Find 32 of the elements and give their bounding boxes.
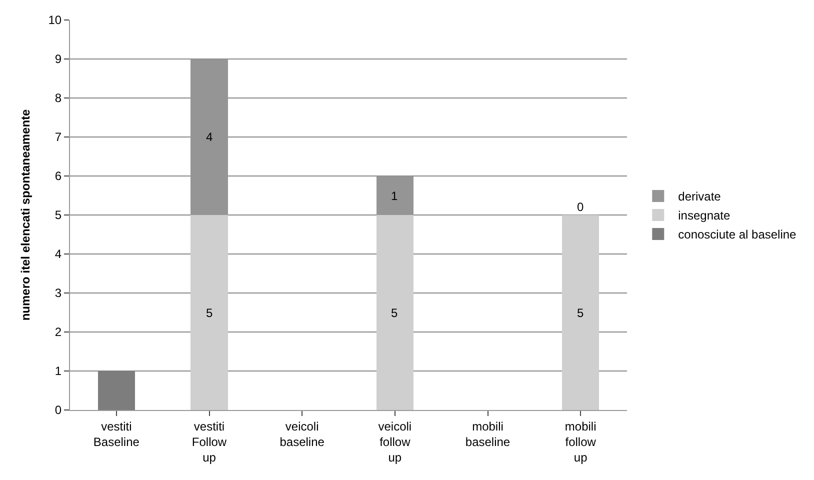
x-tick-label: mobili follow up bbox=[564, 419, 596, 465]
data-label: 5 bbox=[206, 306, 213, 320]
bar bbox=[376, 215, 414, 410]
x-tick-label: veicoli follow up bbox=[378, 419, 412, 465]
y-tick-label: 6 bbox=[54, 169, 62, 184]
bar bbox=[376, 176, 414, 215]
data-label: 5 bbox=[577, 306, 584, 320]
y-tick-label: 7 bbox=[54, 130, 62, 144]
y-tick-label: 2 bbox=[54, 325, 62, 340]
data-label: 5 bbox=[391, 306, 398, 320]
bar bbox=[562, 215, 600, 410]
y-axis-title: numero itel elencati spontaneamente bbox=[18, 108, 33, 321]
x-tick-label: vestiti Follow up bbox=[192, 419, 227, 465]
bar bbox=[190, 59, 228, 215]
legend-label: conosciute al baseline bbox=[678, 228, 797, 242]
y-tick-label: 3 bbox=[54, 286, 62, 300]
data-label: 1 bbox=[391, 189, 398, 203]
y-tick-label: 4 bbox=[54, 247, 62, 262]
bar bbox=[190, 215, 228, 410]
x-tick-label: mobili baseline bbox=[465, 419, 510, 449]
data-label: 4 bbox=[206, 130, 213, 144]
y-tick-label: 9 bbox=[54, 52, 62, 66]
y-tick-label: 5 bbox=[54, 208, 62, 222]
x-tick-label: veicoli baseline bbox=[280, 419, 325, 449]
y-tick-label: 0 bbox=[54, 403, 62, 418]
legend-label: derivate bbox=[678, 190, 722, 204]
y-tick-label: 8 bbox=[54, 91, 62, 106]
x-tick-label: vestiti Baseline bbox=[93, 419, 140, 449]
y-tick-label: 10 bbox=[48, 13, 62, 28]
data-label: 0 bbox=[577, 200, 584, 214]
legend-label: insegnate bbox=[678, 208, 731, 223]
y-tick-label: 1 bbox=[54, 364, 62, 378]
